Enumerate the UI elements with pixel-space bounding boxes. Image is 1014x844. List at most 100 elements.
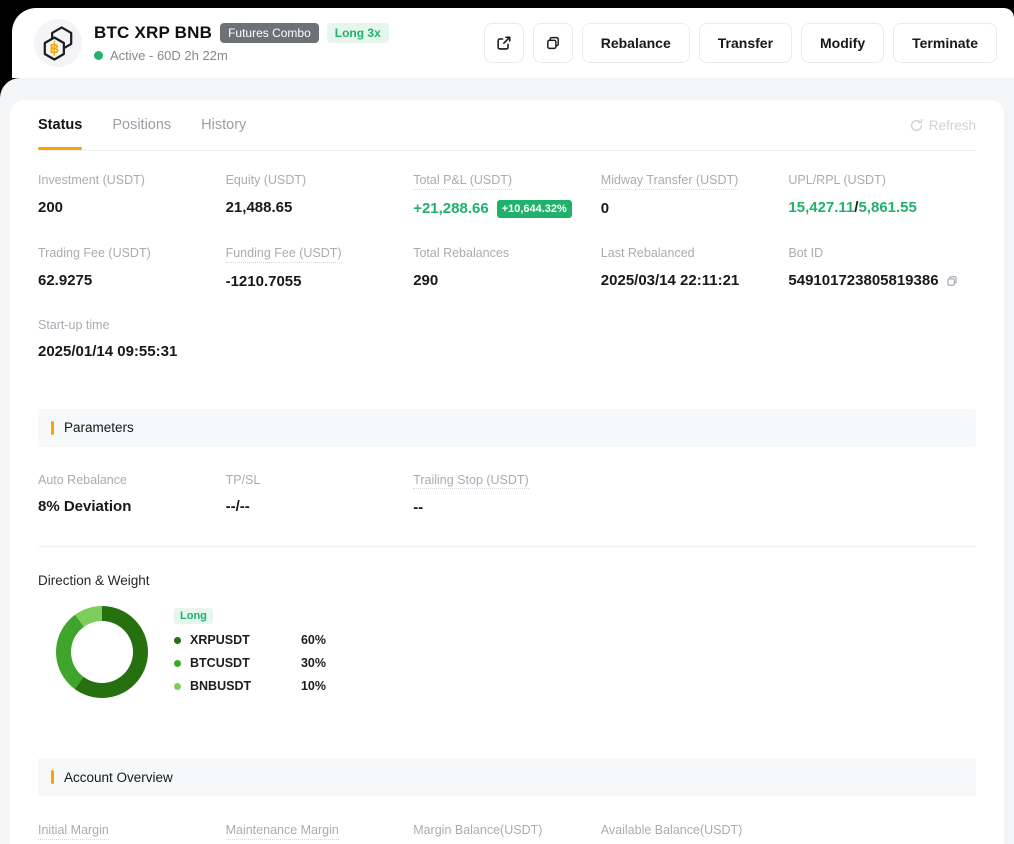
legend-row-btc: BTCUSDT 30% [174,656,326,670]
section-title: Account Overview [64,769,173,785]
stat-trading-fee: Trading Fee (USDT) 62.9275 [38,245,226,290]
tab-history[interactable]: History [201,117,247,133]
bot-type-badge: Futures Combo [220,23,319,43]
copy-bot-button[interactable] [532,23,573,63]
stat-label-tooltip[interactable]: Funding Fee (USDT) [225,247,342,263]
stat-bot-id: Bot ID 549101723805819386 [788,245,976,290]
legend-symbol: XRPUSDT [190,633,250,648]
param-label: Auto Rebalance [38,472,127,487]
ao-label-tooltip[interactable]: Maintenance Margin [225,824,339,840]
rpl-value: 5,861.55 [858,198,917,216]
bnb-dot-icon [174,682,181,690]
bot-title: BTC XRP BNB [94,23,213,42]
stat-midway-transfer: Midway Transfer (USDT) 0 [600,172,789,218]
leverage-badge: Long 3x [326,23,389,43]
ao-label: Available Balance(USDT) [600,823,743,838]
stat-label: Start-up time [38,317,110,332]
stats-grid: Investment (USDT) 200 Equity (USDT) 21,4… [38,151,976,361]
terminate-button[interactable]: Terminate [893,23,997,63]
stat-upl-rpl: UPL/RPL (USDT) 15,427.11 / 5,861.55 [788,172,976,218]
refresh-label: Refresh [928,117,976,133]
copy-icon [546,36,559,50]
legend-row-bnb: BNBUSDT 10% [174,679,326,693]
stat-last-rebalanced: Last Rebalanced 2025/03/14 22:11:21 [601,245,789,290]
bot-info: B BTC XRP BNB Futures Combo Long 3x Acti… [34,19,389,67]
share-button[interactable] [483,23,524,63]
stat-startup-time: Start-up time 2025/01/14 09:55:31 [38,317,226,361]
weight-legend: Long XRPUSDT 60% BTCUSDT 30% BNBUSDT 10% [174,606,326,693]
ao-label-tooltip[interactable]: Initial Margin [38,824,109,840]
refresh-button[interactable]: Refresh [909,118,976,133]
bot-avatar-icon: B [34,19,82,67]
stat-total-pnl: Total P&L (USDT) +21,288.66 +10,644.32% [413,172,601,219]
section-accent-bar [51,770,54,785]
param-auto-rebalance: Auto Rebalance 8% Deviation [38,472,226,517]
divider [38,546,976,548]
tabs-bar: Status Positions History Refresh [38,100,976,151]
ao-initial-margin: Initial Margin 31.81% [38,822,226,844]
legend-weight: 60% [300,633,326,648]
stat-label-tooltip[interactable]: Total P&L (USDT) [413,174,513,190]
stat-total-rebalances: Total Rebalances 290 [413,245,601,290]
stat-label-tooltip[interactable]: Midway Transfer (USDT) [600,174,739,190]
param-label: TP/SL [225,472,261,487]
account-overview-section-header: Account Overview [38,758,976,797]
stat-label: UPL/RPL (USDT) [788,173,886,187]
direction-weight-block: Long XRPUSDT 60% BTCUSDT 30% BNBUSDT 10% [38,606,976,699]
copy-icon [946,276,957,287]
upl-value: 15,427.11 [788,198,855,216]
stat-label: Equity (USDT) [225,173,307,187]
upl-rpl-separator: / [854,198,859,216]
param-value: --/-- [225,498,250,516]
pnl-percent-badge: +10,644.32% [496,199,572,219]
legend-symbol: BNBUSDT [190,679,252,694]
stat-value: 2025/01/14 09:55:31 [38,343,178,361]
parameters-section-header: Parameters [38,408,976,447]
xrp-dot-icon [174,636,181,644]
section-title: Parameters [64,420,134,436]
stat-value: -1210.7055 [225,272,302,290]
refresh-icon [910,118,923,131]
legend-weight: 30% [300,656,326,671]
ao-label: Margin Balance(USDT) [413,823,543,838]
copy-bot-id-button[interactable] [945,274,959,288]
share-icon [497,36,511,50]
ao-margin-balance: Margin Balance(USDT) 18,055.4434 [413,822,601,844]
stat-label: Bot ID [788,246,824,261]
tab-positions[interactable]: Positions [112,117,172,133]
stat-value: 62.9275 [38,271,93,289]
stat-label: Total Rebalances [413,246,510,261]
btc-dot-icon [174,659,181,667]
stat-value: 0 [600,199,610,217]
detail-card: Status Positions History Refresh Investm… [10,100,1004,844]
param-value: 8% Deviation [38,498,132,516]
modify-button[interactable]: Modify [801,23,885,63]
param-label-tooltip[interactable]: Trailing Stop (USDT) [413,474,529,490]
parameters-grid: Auto Rebalance 8% Deviation TP/SL --/-- … [38,447,976,517]
stat-value: 290 [413,271,439,289]
stat-label: Trading Fee (USDT) [38,246,151,261]
stat-label: Investment (USDT) [38,173,145,187]
hexagon-bitcoin-icon: B [43,26,73,61]
direction-weight-title: Direction & Weight [38,573,150,589]
long-badge: Long [174,608,213,625]
transfer-button[interactable]: Transfer [698,23,793,63]
section-accent-bar [51,420,54,435]
stat-label: Last Rebalanced [600,246,695,261]
legend-symbol: BTCUSDT [190,656,250,671]
rebalance-button[interactable]: Rebalance [581,23,690,63]
account-overview-grid: Initial Margin 31.81% Maintenance Margin… [38,796,976,844]
pnl-value: +21,288.66 [413,200,489,218]
stat-value: 21,488.65 [225,198,293,216]
stat-investment: Investment (USDT) 200 [38,172,226,218]
active-status-dot [94,51,103,60]
bot-header: B BTC XRP BNB Futures Combo Long 3x Acti… [12,8,1014,78]
param-value: -- [413,499,424,517]
weight-donut-chart [56,606,148,699]
legend-weight: 10% [300,679,326,694]
ao-available-balance: Available Balance(USDT) 12,312.7292 [601,822,789,844]
param-tpsl: TP/SL --/-- [226,472,414,517]
status-text: Active - 60D 2h 22m [110,48,228,63]
tab-status[interactable]: Status [38,100,83,150]
stat-value: 200 [38,198,64,216]
